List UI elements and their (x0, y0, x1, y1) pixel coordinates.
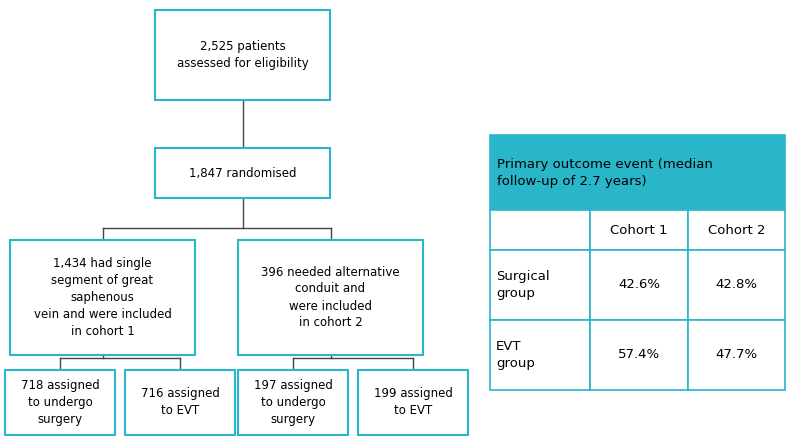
Text: EVT
group: EVT group (496, 340, 535, 370)
Text: 716 assigned
to EVT: 716 assigned to EVT (141, 388, 220, 417)
FancyBboxPatch shape (688, 250, 785, 320)
FancyBboxPatch shape (590, 210, 688, 250)
FancyBboxPatch shape (490, 250, 590, 320)
Text: 42.8%: 42.8% (715, 279, 757, 291)
FancyBboxPatch shape (590, 250, 688, 320)
Text: 199 assigned
to EVT: 199 assigned to EVT (374, 388, 452, 417)
Text: 718 assigned
to undergo
surgery: 718 assigned to undergo surgery (21, 379, 99, 426)
Text: 42.6%: 42.6% (618, 279, 660, 291)
FancyBboxPatch shape (238, 240, 423, 355)
Text: Cohort 2: Cohort 2 (708, 224, 765, 237)
Text: 1,434 had single
segment of great
saphenous
vein and were included
in cohort 1: 1,434 had single segment of great saphen… (34, 257, 172, 338)
FancyBboxPatch shape (125, 370, 235, 435)
FancyBboxPatch shape (688, 210, 785, 250)
FancyBboxPatch shape (155, 10, 330, 100)
Text: 47.7%: 47.7% (715, 349, 757, 361)
FancyBboxPatch shape (238, 370, 348, 435)
FancyBboxPatch shape (490, 135, 785, 210)
Text: 2,525 patients
assessed for eligibility: 2,525 patients assessed for eligibility (177, 40, 308, 70)
FancyBboxPatch shape (688, 320, 785, 390)
Text: 57.4%: 57.4% (618, 349, 660, 361)
Text: Surgical
group: Surgical group (496, 270, 550, 300)
FancyBboxPatch shape (590, 320, 688, 390)
FancyBboxPatch shape (10, 240, 195, 355)
Text: 396 needed alternative
conduit and
were included
in cohort 2: 396 needed alternative conduit and were … (261, 265, 400, 330)
FancyBboxPatch shape (155, 148, 330, 198)
Text: Cohort 1: Cohort 1 (610, 224, 668, 237)
FancyBboxPatch shape (358, 370, 468, 435)
FancyBboxPatch shape (5, 370, 115, 435)
Text: Primary outcome event (median
follow-up of 2.7 years): Primary outcome event (median follow-up … (497, 158, 713, 187)
Text: 1,847 randomised: 1,847 randomised (189, 167, 296, 179)
FancyBboxPatch shape (490, 320, 590, 390)
FancyBboxPatch shape (490, 210, 590, 250)
Text: 197 assigned
to undergo
surgery: 197 assigned to undergo surgery (253, 379, 332, 426)
